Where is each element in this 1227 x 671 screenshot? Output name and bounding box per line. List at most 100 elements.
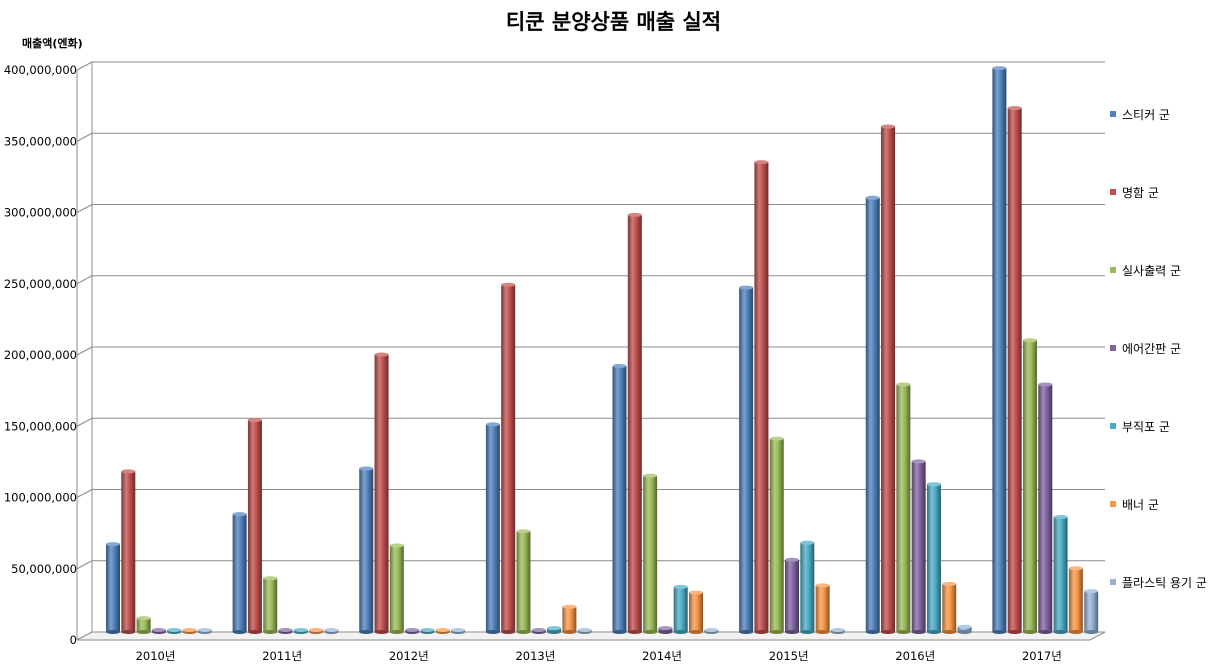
gridlines xyxy=(76,61,1106,641)
bar xyxy=(704,628,719,634)
y-tick-label: 150,000,000 xyxy=(4,419,77,433)
bar-bottom xyxy=(881,630,896,634)
bar xyxy=(106,542,120,634)
bar-body xyxy=(865,197,880,633)
bar-top xyxy=(830,628,845,632)
bar xyxy=(151,628,166,634)
legend-label: 실사출력 군 xyxy=(1122,263,1182,278)
bar xyxy=(405,628,420,634)
bar xyxy=(612,363,627,634)
bar-body xyxy=(896,384,911,632)
bar-body xyxy=(516,531,531,632)
bar-body xyxy=(106,544,120,632)
legend-label: 플라스틱 용기 군 xyxy=(1122,575,1207,590)
bar xyxy=(547,626,562,634)
bar-body xyxy=(992,68,1007,632)
bar xyxy=(121,469,136,634)
bar-top xyxy=(309,628,324,632)
bar-bottom xyxy=(865,630,880,634)
bar xyxy=(389,543,404,634)
x-tick-label: 2015년 xyxy=(769,649,809,663)
bar xyxy=(136,616,151,634)
bar-body xyxy=(739,287,754,632)
bar-body xyxy=(881,126,896,633)
bar xyxy=(1038,382,1053,634)
legend-swatch xyxy=(1110,111,1116,117)
bar-bottom xyxy=(612,630,627,634)
y-tick-label: 250,000,000 xyxy=(4,277,77,291)
bar-bottom xyxy=(800,630,815,634)
bar-bottom xyxy=(247,630,262,634)
bar-body xyxy=(359,468,374,632)
bar xyxy=(324,628,339,634)
bar-bottom xyxy=(689,630,703,634)
bar-bottom xyxy=(547,630,562,634)
bar-bottom xyxy=(911,630,926,634)
bar-top xyxy=(1068,566,1083,571)
bar-body xyxy=(485,424,500,632)
bar-top xyxy=(293,628,308,632)
bar-body xyxy=(612,365,627,632)
gridline-side xyxy=(76,61,93,71)
bar-top xyxy=(247,418,262,423)
bar-bottom xyxy=(643,630,658,634)
legend-swatch xyxy=(1110,423,1116,429)
bar-body xyxy=(942,583,957,632)
bar-top xyxy=(435,628,450,632)
bar xyxy=(957,624,972,634)
x-tick-label: 2014년 xyxy=(642,649,682,663)
bar xyxy=(374,352,389,634)
bar-bottom xyxy=(926,630,941,634)
bar-body xyxy=(263,578,278,632)
bar-bottom xyxy=(1007,630,1022,634)
legend-swatch xyxy=(1110,345,1116,351)
bar-top xyxy=(278,628,293,632)
y-tick-label: 350,000,000 xyxy=(4,134,77,148)
gridline-side xyxy=(76,346,93,356)
bar-top xyxy=(673,584,688,589)
bar-bottom xyxy=(263,630,278,634)
bar-bottom xyxy=(627,630,642,634)
bar-top xyxy=(926,482,941,487)
bar xyxy=(1068,566,1083,634)
bar-body xyxy=(769,438,784,632)
y-tick-label: 400,000,000 xyxy=(4,63,77,77)
bar xyxy=(562,604,577,634)
bar-top xyxy=(151,628,166,632)
bar xyxy=(359,466,374,634)
bar xyxy=(247,418,262,634)
bar-bottom xyxy=(992,630,1007,634)
bar xyxy=(1007,106,1022,634)
bar-bottom xyxy=(1053,630,1068,634)
bar-body xyxy=(957,626,972,632)
bar-body xyxy=(673,586,688,632)
legend-item: 배너 군 xyxy=(1110,496,1159,512)
bar-bottom xyxy=(896,630,911,634)
bar-top xyxy=(516,529,531,534)
bar-bottom xyxy=(1022,630,1037,634)
bar xyxy=(689,590,703,634)
bar-body xyxy=(247,420,262,632)
bar-top xyxy=(942,581,957,586)
bar-body xyxy=(785,559,800,632)
x-tick-label: 2016년 xyxy=(895,649,935,663)
y-tick-label: 0 xyxy=(70,633,77,647)
bar xyxy=(501,282,516,634)
gridline-side xyxy=(76,560,93,570)
legend-item: 에어간판 군 xyxy=(1110,340,1181,356)
legend-label: 스티커 군 xyxy=(1122,107,1170,122)
y-tick-label: 300,000,000 xyxy=(4,206,77,220)
bar-body xyxy=(1038,384,1053,632)
bar-bottom xyxy=(562,630,577,634)
bar-body xyxy=(627,214,642,632)
bar xyxy=(577,628,592,634)
bar-body xyxy=(1022,340,1037,632)
bar-body xyxy=(1053,517,1068,632)
legend-label: 에어간판 군 xyxy=(1122,341,1182,356)
bar xyxy=(1022,338,1037,634)
bar-bottom xyxy=(106,630,120,634)
legend-swatch xyxy=(1110,189,1116,195)
gridline-side xyxy=(76,204,93,213)
bar xyxy=(309,628,324,634)
